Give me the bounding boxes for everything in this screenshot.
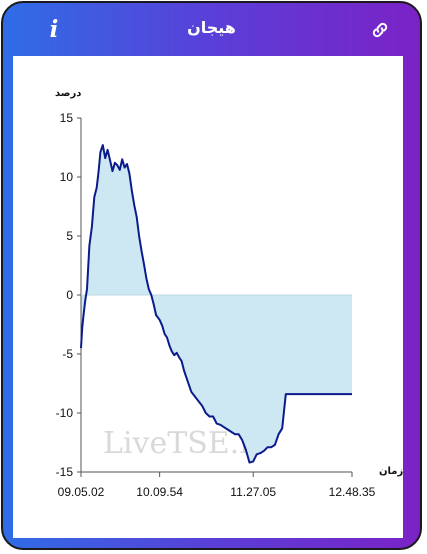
series-area-fill [81, 145, 352, 463]
y-tick-label: -15 [56, 465, 74, 479]
y-tick-label: -10 [56, 406, 74, 420]
y-tick-label: 0 [66, 288, 73, 302]
x-tick-label: 10.09.54 [136, 485, 183, 499]
info-icon[interactable]: i [49, 16, 59, 43]
page-title: هیجان [187, 18, 236, 37]
y-tick-label: 10 [60, 170, 74, 184]
x-tick-label: 11.27.05 [230, 485, 276, 499]
series-line [80, 144, 352, 464]
y-tick-label: 15 [60, 111, 74, 125]
x-tick-label: 12.48.35 [329, 485, 376, 499]
x-tick-label: 09.05.02 [58, 485, 105, 499]
chart-panel: LiveTSE.ir 15 10 5 0 -5 -10 -15 09.05.02 10.09.5… [13, 56, 403, 538]
y-tick-label: 5 [66, 229, 73, 243]
app-frame: i هیجان LiveTSE.ir 15 10 5 0 -5 -10 -15 09.05.0… [1, 1, 422, 550]
link-icon[interactable] [370, 20, 390, 40]
header-bar: i هیجان [3, 3, 420, 55]
x-axis-label: زمان [379, 466, 403, 477]
y-axis-label: درصد [55, 88, 81, 99]
y-tick-label: -5 [62, 347, 73, 361]
